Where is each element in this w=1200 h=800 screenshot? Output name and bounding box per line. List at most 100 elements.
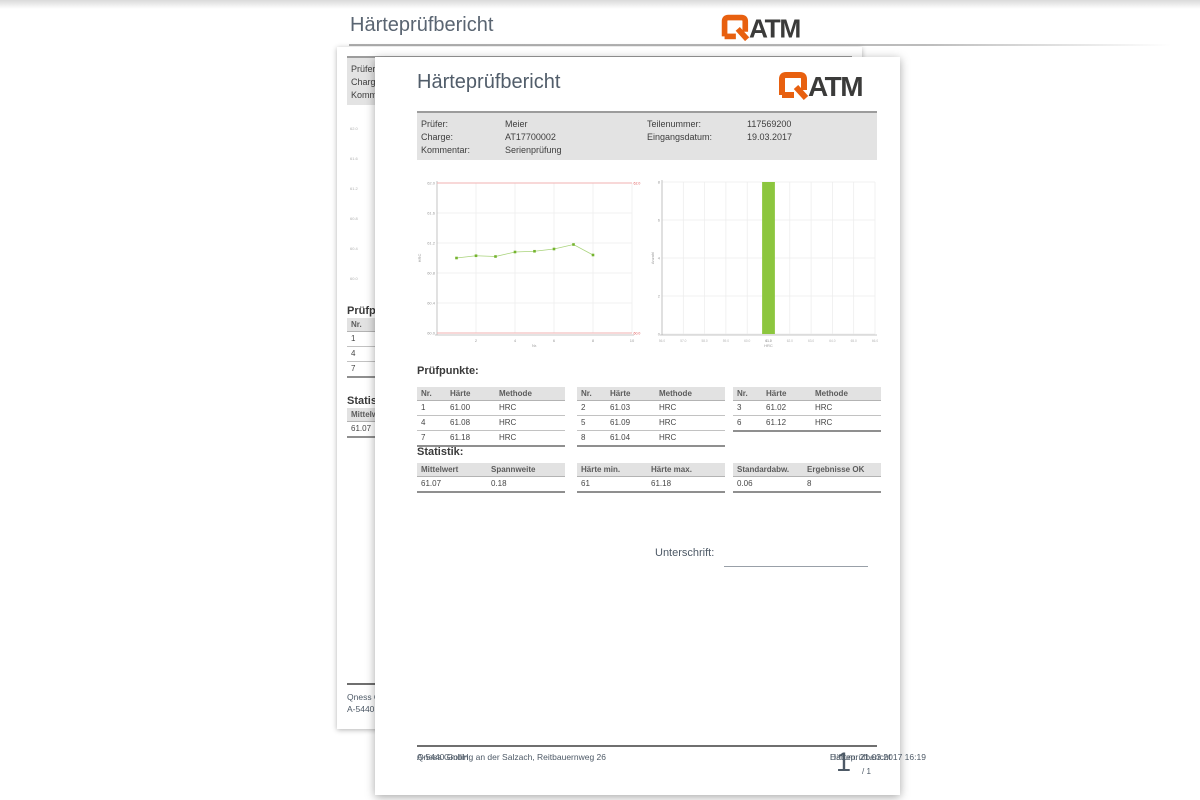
- x-tick-label: 59.0: [723, 339, 729, 343]
- table-cell: 4: [351, 349, 356, 358]
- data-line: [456, 244, 594, 259]
- table-header-row: Nr. Härte Methode: [417, 387, 565, 401]
- column-header: Härte min.: [581, 465, 621, 474]
- x-tick-label: 8: [592, 338, 595, 343]
- y-axis-title: HRC: [417, 254, 422, 263]
- table-header-row: Härte min. Härte max.: [577, 463, 725, 477]
- section-heading-pruefpunkte: Prüfpunkte:: [417, 365, 479, 377]
- table-cell: HRC: [659, 418, 677, 427]
- table-row: 2 61.03 HRC: [577, 401, 725, 416]
- x-axis-title: Nr.: [532, 343, 537, 348]
- y-tick-label: 60.8: [427, 270, 436, 275]
- table-cell: HRC: [815, 403, 833, 412]
- table-header-row: Standardabw. Ergebnisse OK: [733, 463, 881, 477]
- column-header: Ergebnisse OK: [807, 465, 865, 474]
- table-cell: HRC: [499, 403, 517, 412]
- y-tick-label: 61.6: [427, 210, 436, 215]
- table-header-row: Nr. Härte Methode: [733, 387, 881, 401]
- info-label: Eingangsdatum:: [647, 132, 713, 142]
- footer-company: Qness GmbH: [417, 752, 469, 762]
- table-cell: 5: [581, 418, 586, 427]
- statistik-table: Mittelwert Spannweite 61.07 0.18: [417, 463, 565, 493]
- table-cell: HRC: [815, 418, 833, 427]
- table-row: 4 61.08 HRC: [417, 416, 565, 431]
- table-row: 8 61.04 HRC: [577, 431, 725, 447]
- y-tick-label: 4: [658, 255, 661, 260]
- page-total: / 1: [862, 767, 871, 776]
- info-label: Teilenummer:: [647, 119, 702, 129]
- x-tick-label: 56.0: [659, 339, 665, 343]
- x-tick-label: 58.0: [701, 339, 707, 343]
- table-row: 5 61.09 HRC: [577, 416, 725, 431]
- y-tick-label: 6: [658, 217, 661, 222]
- table-cell: 61.09: [610, 418, 631, 427]
- table-cell: HRC: [659, 403, 677, 412]
- table-cell: 0.06: [737, 479, 753, 488]
- statistik-table: Standardabw. Ergebnisse OK 0.06 8: [733, 463, 881, 493]
- footer-address: A-5440 Golling an der Salzach, Reitbauer…: [417, 752, 607, 762]
- column-header: Härte: [766, 389, 787, 398]
- table-row: 1 61.00 HRC: [417, 401, 565, 416]
- x-tick-label: 66.0: [872, 339, 878, 343]
- info-box: Prüfer: Meier Charge: AT17700002 Komment…: [417, 111, 877, 160]
- upper-tolerance-label: 62.0: [634, 182, 641, 186]
- table-cell: 61.02: [766, 403, 787, 412]
- footer-datum: Datum: 21.03.2017 16:19: [830, 752, 926, 762]
- x-tick-label: 63.0: [808, 339, 814, 343]
- column-header: Nr.: [737, 389, 748, 398]
- table-row: 61 61.18: [577, 477, 725, 493]
- x-tick-label: 65.0: [851, 339, 857, 343]
- pruefpunkte-table: Nr. Härte Methode 1 61.00 HRC 4 61.08 HRC 7 61.18 H…: [417, 387, 565, 447]
- qatm-logo-graphic: ATM: [779, 71, 864, 100]
- x-axis-title: HRC: [764, 343, 773, 348]
- y-tick-label: 60.0: [427, 330, 436, 335]
- x-tick-label: 2: [475, 338, 478, 343]
- info-value: 19.03.2017: [747, 132, 793, 142]
- table-row: 0.06 8: [733, 477, 881, 493]
- table-cell: 61: [581, 479, 590, 488]
- info-value: Serienprüfung: [505, 145, 562, 155]
- logo-text: ATM: [808, 71, 862, 100]
- column-header: Härte max.: [651, 465, 692, 474]
- table-cell: 61.07: [421, 479, 442, 488]
- table-header-row: Nr. Härte Methode: [577, 387, 725, 401]
- info-label: Charge:: [351, 77, 384, 87]
- table-cell: 7: [351, 364, 356, 373]
- data-point: [474, 254, 478, 258]
- table-cell: 61.18: [651, 479, 672, 488]
- column-header: Nr.: [421, 389, 432, 398]
- preview-header-title: Härteprüfbericht: [350, 14, 494, 36]
- info-label: Charge:: [421, 132, 454, 142]
- signature-label: Unterschrift:: [655, 547, 715, 559]
- y-tick-label: 62.0: [427, 180, 436, 185]
- table-cell: 61.00: [450, 403, 471, 412]
- column-header: Härte: [610, 389, 631, 398]
- table-cell: 0.18: [491, 479, 507, 488]
- table-cell: 1: [421, 403, 426, 412]
- footer-doc-name: Härteprüfbericht: [830, 752, 891, 762]
- column-header: Methode: [659, 389, 692, 398]
- table-cell: HRC: [499, 433, 517, 442]
- table-row: 7 61.18 HRC: [417, 431, 565, 447]
- back-chart-y-tick-label: 61.2: [350, 186, 358, 191]
- column-header: Standardabw.: [737, 465, 790, 474]
- x-tick-label: 6: [553, 338, 556, 343]
- viewport-top-shadow: [0, 0, 1200, 9]
- column-header: Mittelwert: [421, 465, 459, 474]
- info-value: Meier: [505, 119, 528, 129]
- back-chart-y-tick-label: 60.8: [350, 216, 358, 221]
- info-value: AT17700002: [505, 132, 556, 142]
- qatm-logo: ATM: [718, 12, 812, 43]
- table-cell: 3: [737, 403, 742, 412]
- back-chart-y-tick-label: 60.0: [350, 276, 358, 281]
- y-tick-label: 0: [658, 331, 661, 336]
- footer-company: Qness GmbH: [347, 692, 399, 702]
- statistik-table: Härte min. Härte max. 61 61.18: [577, 463, 725, 493]
- x-tick-label: 4: [514, 338, 517, 343]
- table-cell: 7: [421, 433, 426, 442]
- table-cell: 61.03: [610, 403, 631, 412]
- back-chart-y-tick-label: 60.4: [350, 246, 358, 251]
- table-cell: 61.18: [450, 433, 471, 442]
- y-axis-title: Anzahl: [650, 252, 655, 264]
- info-label: Kommentar:: [421, 145, 471, 155]
